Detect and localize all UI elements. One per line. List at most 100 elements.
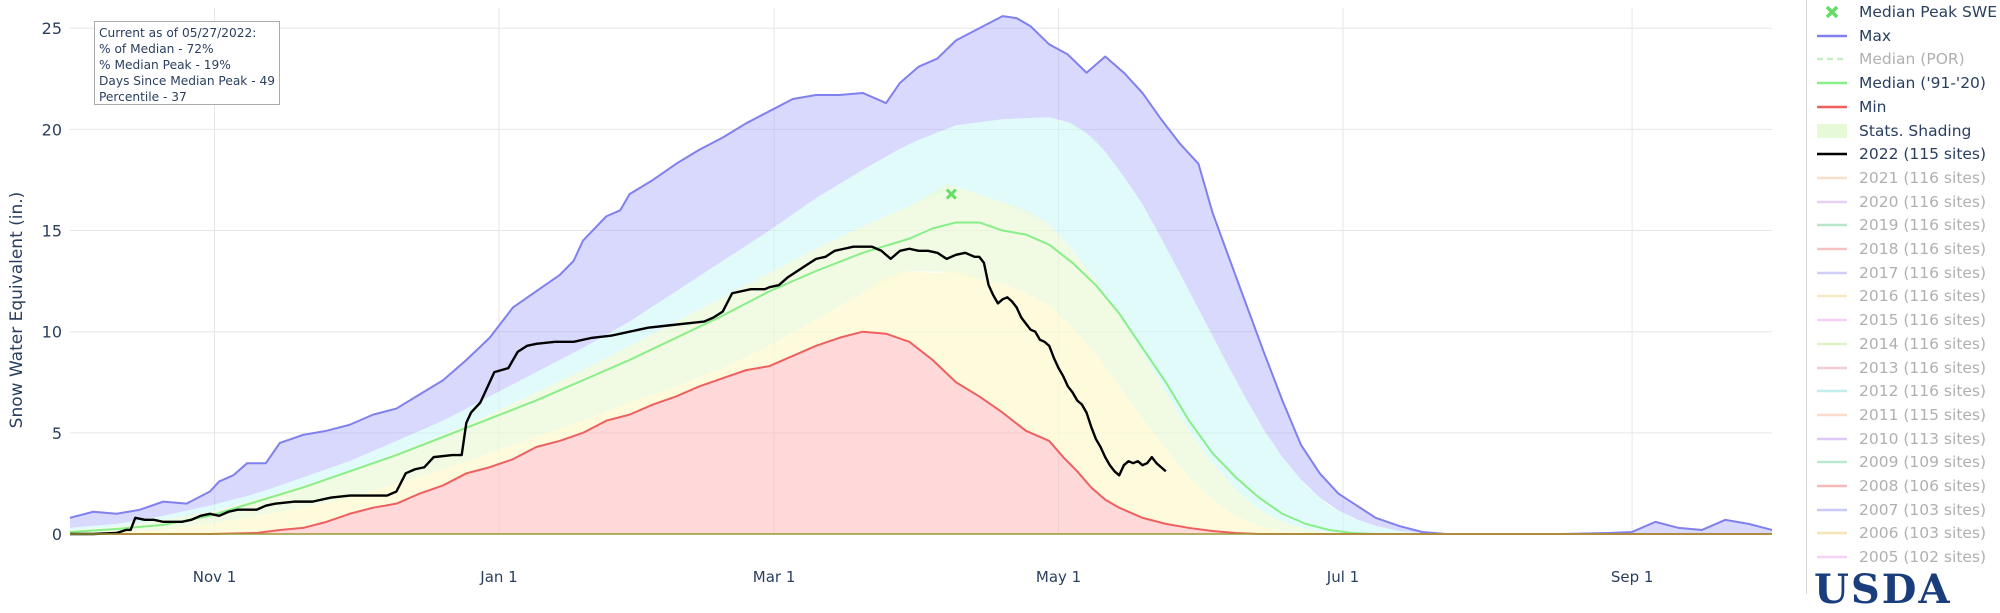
legend-symbol	[1817, 200, 1847, 203]
x-tick-label: Jul 1	[1326, 568, 1359, 586]
legend-symbol	[1817, 318, 1847, 322]
legend-item[interactable]: 2020 (116 sites)	[1807, 190, 2000, 214]
legend-item[interactable]: Median Peak SWE	[1807, 0, 2000, 24]
legend-label: Max	[1859, 26, 1892, 45]
band-max	[70, 16, 1772, 535]
legend-label: 2009 (109 sites)	[1859, 453, 1987, 472]
legend-item[interactable]: Median ('91-'20)	[1807, 71, 2000, 95]
legend-item[interactable]: 2008 (106 sites)	[1807, 474, 2000, 498]
legend-symbol	[1817, 105, 1847, 109]
legend-symbol	[1817, 389, 1847, 393]
x-tick-label: Nov 1	[193, 568, 237, 586]
min-line	[70, 330, 1772, 535]
legend-label: Median (POR)	[1859, 50, 1965, 69]
legend-label: Min	[1859, 97, 1887, 116]
annotation-line: Percentile - 37	[99, 90, 187, 104]
legend-symbol	[1817, 437, 1847, 440]
legend-item[interactable]: 2015 (116 sites)	[1807, 308, 2000, 332]
legend-symbol	[1817, 532, 1847, 535]
legend-symbol	[1817, 123, 1847, 138]
legend-item[interactable]: 2017 (116 sites)	[1807, 261, 2000, 285]
legend-item[interactable]: 2021 (116 sites)	[1807, 166, 2000, 190]
band-lower	[70, 271, 1772, 534]
legend-item[interactable]: 2005 (102 sites)	[1807, 545, 2000, 569]
stats-shading	[70, 16, 1772, 535]
current-year-line	[70, 245, 1167, 536]
legend-label: 2017 (116 sites)	[1859, 263, 1987, 282]
axes: 0 5 10 15 20 25 Nov 1 Jan 1 Mar 1 May 1 Jul 1 Sep 1	[42, 19, 1654, 586]
legend-label: 2011 (115 sites)	[1859, 405, 1987, 424]
legend-label: 2010 (113 sites)	[1859, 429, 1987, 448]
legend-item[interactable]: 2016 (116 sites)	[1807, 284, 2000, 308]
y-tick-label: 20	[42, 120, 62, 139]
legend-x-icon	[1825, 5, 1839, 19]
legend-item[interactable]: Max	[1807, 24, 2000, 48]
legend-symbol	[1817, 555, 1847, 559]
legend-item[interactable]: 2018 (116 sites)	[1807, 237, 2000, 261]
legend-label: 2015 (116 sites)	[1859, 311, 1987, 330]
legend-item[interactable]: 2009 (109 sites)	[1807, 450, 2000, 474]
legend-item[interactable]: Stats. Shading	[1807, 119, 2000, 143]
legend-symbol	[1817, 271, 1847, 274]
legend-symbol	[1817, 461, 1847, 464]
max-line	[69, 15, 1773, 535]
grid-lines	[70, 8, 1772, 535]
legend-label: 2020 (116 sites)	[1859, 192, 1987, 211]
legend-symbol	[1817, 342, 1847, 346]
annotation-line: Current as of 05/27/2022:	[99, 26, 257, 40]
x-tick-label: Mar 1	[753, 568, 796, 586]
legend-label: 2005 (102 sites)	[1859, 548, 1987, 567]
legend-symbol	[1817, 247, 1847, 251]
series-lines	[69, 15, 1773, 536]
legend-symbol	[1817, 152, 1847, 156]
x-tick-label: May 1	[1036, 568, 1081, 586]
legend-label: 2021 (116 sites)	[1859, 168, 1987, 187]
legend-label: Stats. Shading	[1859, 121, 1972, 140]
y-tick-label: 15	[42, 222, 62, 241]
legend-symbol	[1817, 484, 1847, 488]
y-tick-label: 25	[42, 19, 62, 38]
legend-label: 2016 (116 sites)	[1859, 287, 1987, 306]
annotation-line: % Median Peak - 19%	[99, 58, 231, 72]
legend-item[interactable]: 2007 (103 sites)	[1807, 498, 2000, 522]
legend-item[interactable]: 2013 (116 sites)	[1807, 356, 2000, 380]
legend-item[interactable]: 2019 (116 sites)	[1807, 213, 2000, 237]
x-tick-label: Jan 1	[479, 568, 517, 586]
legend-symbol	[1817, 508, 1847, 511]
swe-chart: 0 5 10 15 20 25 Nov 1 Jan 1 Mar 1 May 1 Jul 1 Sep 1…	[7, 8, 1773, 586]
band-mid	[70, 184, 1772, 534]
legend-label: 2012 (116 sites)	[1859, 382, 1987, 401]
y-tick-label: 10	[42, 323, 62, 342]
legend-item[interactable]: 2014 (116 sites)	[1807, 332, 2000, 356]
legend-label: 2013 (116 sites)	[1859, 358, 1987, 377]
band-min	[70, 331, 1772, 534]
y-axis-label: Snow Water Equivalent (in.)	[7, 192, 27, 429]
legend-label: Median Peak SWE	[1859, 3, 1997, 21]
legend-item[interactable]: Min	[1807, 95, 2000, 119]
legend-label: 2014 (116 sites)	[1859, 334, 1987, 353]
legend-item[interactable]: 2012 (116 sites)	[1807, 379, 2000, 403]
median-line	[69, 221, 1772, 535]
legend-label: 2018 (116 sites)	[1859, 240, 1987, 258]
legend-label: 2006 (103 sites)	[1859, 524, 1987, 543]
legend-label: 2008 (106 sites)	[1859, 477, 1987, 495]
legend: Median Peak SWE Max Median (POR) Median ('9…	[1806, 0, 2000, 594]
legend-label: 2022 (115 sites)	[1859, 145, 1987, 164]
legend-item[interactable]: Median (POR)	[1807, 47, 2000, 71]
annotation-line: % of Median - 72%	[99, 42, 214, 56]
legend-symbol	[1817, 81, 1847, 85]
legend-item[interactable]: 2011 (115 sites)	[1807, 403, 2000, 427]
x-tick-label: Sep 1	[1611, 568, 1654, 586]
legend-symbol	[1825, 5, 1839, 19]
legend-item[interactable]: 2006 (103 sites)	[1807, 521, 2000, 545]
status-annotation: Current as of 05/27/2022: % of Median - …	[94, 21, 280, 105]
y-tick-label: 5	[52, 424, 62, 443]
legend-label: 2007 (103 sites)	[1859, 500, 1987, 519]
legend-item[interactable]: 2022 (115 sites)	[1807, 142, 2000, 166]
usda-logo: USDA	[1814, 566, 1952, 613]
legend-item[interactable]: 2010 (113 sites)	[1807, 427, 2000, 451]
legend-box-icon	[1817, 123, 1847, 138]
legend-symbol	[1817, 224, 1847, 227]
annotation-line: Days Since Median Peak - 49	[99, 74, 276, 88]
legend-label: 2019 (116 sites)	[1859, 216, 1987, 235]
